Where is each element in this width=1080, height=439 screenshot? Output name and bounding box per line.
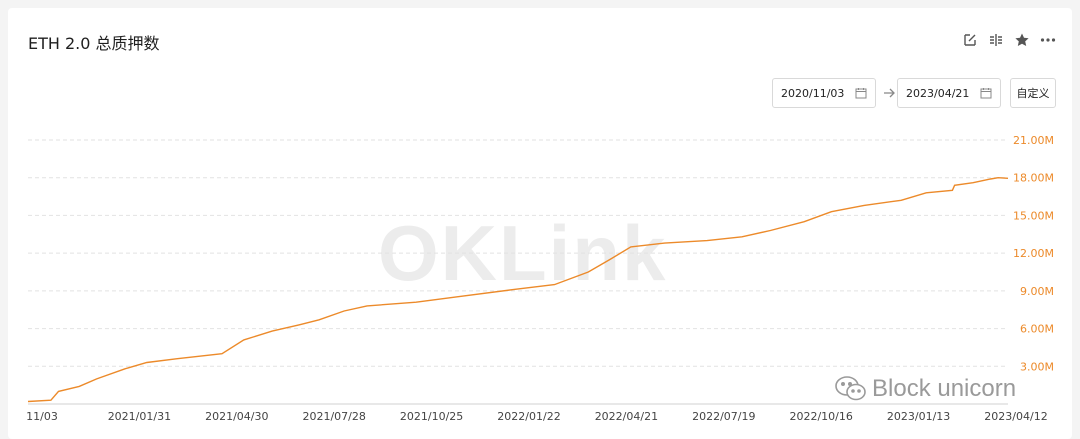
end-date-value: 2023/04/21 — [906, 86, 970, 100]
y-tick-label: 3.00M — [1020, 360, 1054, 373]
y-tick-label: 6.00M — [1020, 323, 1054, 336]
custom-range-button[interactable]: 自定义 — [1010, 78, 1056, 108]
arrow-right-icon — [884, 88, 895, 98]
calendar-icon — [855, 88, 867, 99]
chart-toolbar — [962, 32, 1056, 48]
calendar-icon — [980, 88, 992, 99]
x-tick-label: 2022/04/21 — [595, 410, 658, 423]
y-tick-label: 18.00M — [1013, 172, 1054, 185]
x-tick-label: 2021/04/30 — [205, 410, 268, 423]
chart-title: ETH 2.0 总质押数 — [28, 34, 160, 53]
x-tick-label: 2022/10/16 — [789, 410, 852, 423]
brand-watermark: Block unicorn — [834, 374, 1016, 404]
x-tick-label: 2022/01/22 — [497, 410, 560, 423]
end-date-input[interactable]: 2023/04/21 — [897, 78, 1001, 108]
x-tick-label: 2021/07/28 — [302, 410, 365, 423]
x-tick-label: 2021/01/31 — [108, 410, 171, 423]
series-line — [27, 176, 1009, 403]
start-date-input[interactable]: 2020/11/03 — [772, 78, 876, 108]
x-tick-label: 2021/10/25 — [400, 410, 463, 423]
start-date-value: 2020/11/03 — [781, 86, 845, 100]
y-tick-label: 9.00M — [1020, 285, 1054, 298]
edit-icon[interactable] — [962, 32, 978, 48]
brand-text: Block unicorn — [872, 375, 1017, 402]
more-icon[interactable] — [1040, 32, 1056, 48]
x-tick-label: 2022/07/19 — [692, 410, 755, 423]
wechat-icon — [835, 376, 866, 401]
star-icon[interactable] — [1014, 32, 1030, 48]
y-tick-label: 15.00M — [1013, 209, 1054, 222]
x-tick-label: 11/03 — [26, 410, 58, 423]
split-icon[interactable] — [988, 32, 1004, 48]
y-tick-label: 12.00M — [1013, 247, 1054, 260]
chart-card: ETH 2.0 总质押数 2020/11/03 2023/04/21 自定义 — [8, 8, 1072, 439]
y-tick-label: 21.00M — [1013, 134, 1054, 147]
x-tick-label: 2023/01/13 — [887, 410, 950, 423]
x-tick-label: 2023/04/12 — [984, 410, 1047, 423]
